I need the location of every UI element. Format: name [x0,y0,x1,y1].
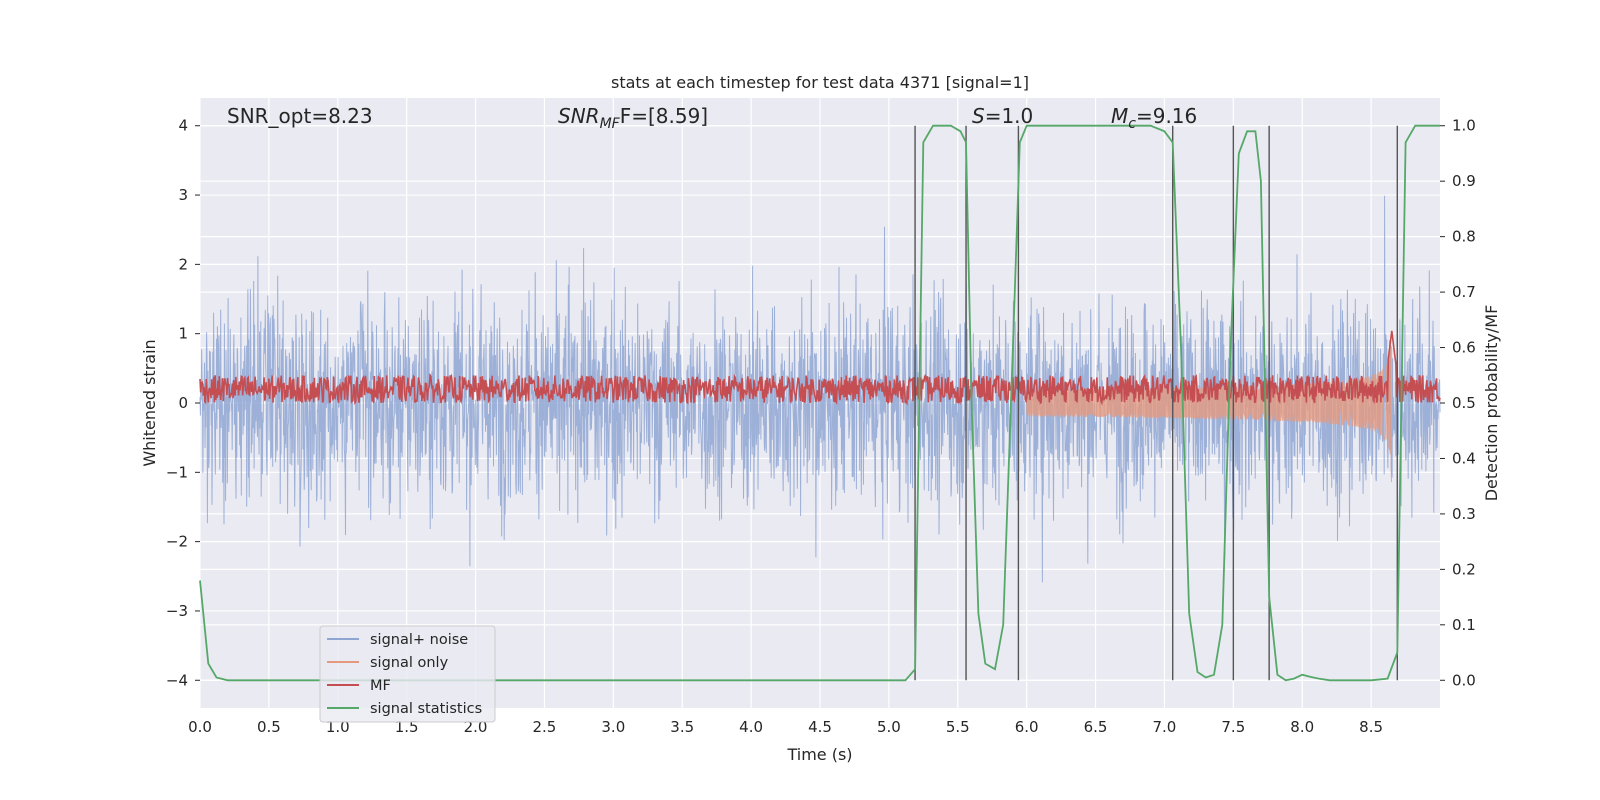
y-right-tick-label: 0.9 [1452,172,1476,190]
s-value: =1.0 [985,104,1034,128]
chart-title: stats at each timestep for test data 437… [611,73,1029,92]
s-symbol: S [972,104,985,128]
legend: signal+ noise signal only MF signal stat… [319,625,496,723]
y-right-tick-label: 0.8 [1452,228,1476,246]
legend-label-signal-statistics: signal statistics [370,701,482,717]
mc-subscript: c [1128,116,1136,132]
snr-mf-subscript: MF [600,116,621,132]
x-tick-label: 0.0 [188,718,212,736]
y-tick-label: 1 [178,325,188,343]
x-tick-label: 0.5 [257,718,281,736]
x-tick-label: 4.0 [739,718,763,736]
mc-value: =9.16 [1136,104,1197,128]
snr-opt-annotation: SNR_opt=8.23 [227,104,373,128]
y-tick-label: −2 [166,533,188,551]
y-tick-label: 0 [178,394,188,412]
y-tick-label: 4 [178,117,188,135]
y-tick-label: 3 [178,186,188,204]
y-tick-label: −4 [166,671,188,689]
legend-label-signal-noise: signal+ noise [370,632,468,648]
y-right-tick-label: 1.0 [1452,117,1476,135]
mc-annotation: Mc=9.16 [1111,104,1197,132]
s-annotation: S=1.0 [972,104,1033,128]
snr-mf-annotation: SNRMFF=[8.59] [558,104,708,132]
legend-label-mf: MF [370,678,391,694]
plot-area [199,124,1441,682]
x-tick-label: 3.0 [601,718,625,736]
x-tick-label: 4.5 [808,718,832,736]
legend-box [319,625,496,723]
x-tick-label: 5.5 [946,718,970,736]
x-tick-label: 6.0 [1015,718,1039,736]
x-tick-label: 5.0 [877,718,901,736]
mc-symbol: M [1111,104,1128,128]
x-tick-label: 3.5 [670,718,694,736]
y-right-tick-label: 0.0 [1452,671,1476,689]
y-right-tick-label: 0.6 [1452,339,1476,357]
x-tick-label: 8.0 [1290,718,1314,736]
signal-statistics-line [199,124,1440,682]
y-right-tick-label: 0.2 [1452,560,1476,578]
x-axis-label: Time (s) [786,745,852,764]
legend-label-signal-only: signal only [370,655,449,671]
snr-mf-value: F=[8.59] [620,104,708,128]
ticks: 0.0 0.5 1.0 1.5 2.0 2.5 3.0 3.5 4.0 4.5 5.0 5.5 6.0 6… [166,117,1476,736]
x-tick-label: 7.0 [1153,718,1177,736]
y-right-tick-label: 0.3 [1452,505,1476,523]
y-axis-label: Whitened strain [140,339,159,466]
y-right-tick-label: 0.5 [1452,394,1476,412]
y-tick-label: 2 [178,255,188,273]
x-tick-label: 2.5 [533,718,557,736]
x-tick-label: 8.5 [1359,718,1383,736]
snr-mf-symbol: SNR [558,104,600,128]
x-tick-label: 7.5 [1221,718,1245,736]
y-right-tick-label: 0.7 [1452,283,1476,301]
y-tick-label: −1 [166,463,188,481]
y-tick-label: −3 [166,602,188,620]
y-right-tick-label: 0.4 [1452,449,1476,467]
signal-only-line [1026,345,1393,483]
y-axis-label-right: Detection probability/MF [1482,305,1501,502]
y-right-tick-label: 0.1 [1452,616,1476,634]
x-tick-label: 6.5 [1084,718,1108,736]
